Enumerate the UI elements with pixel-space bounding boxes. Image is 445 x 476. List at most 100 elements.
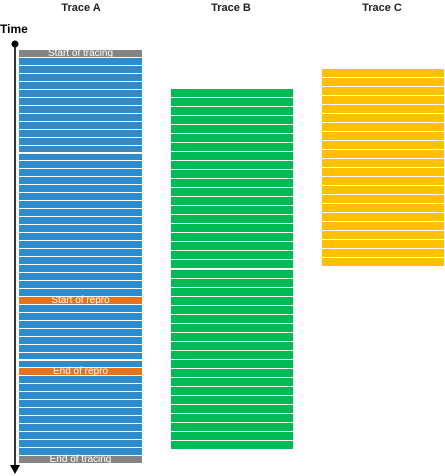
trace-row bbox=[171, 404, 293, 413]
trace-row bbox=[171, 377, 293, 386]
trace-marker: End of tracing bbox=[19, 454, 142, 465]
trace-row bbox=[171, 89, 293, 98]
trace-marker: Start of repro bbox=[19, 295, 142, 306]
trace-row bbox=[19, 288, 142, 296]
trace-row bbox=[322, 240, 444, 248]
trace-row bbox=[19, 320, 142, 328]
trace-row bbox=[19, 440, 142, 448]
trace-row bbox=[171, 395, 293, 404]
trace-row bbox=[19, 209, 142, 217]
trace-row bbox=[19, 233, 142, 241]
trace-row bbox=[322, 213, 444, 221]
trace-row bbox=[19, 376, 142, 384]
trace-row bbox=[171, 314, 293, 323]
trace-marker: End of repro bbox=[19, 366, 142, 377]
trace-row bbox=[171, 440, 293, 449]
trace-row bbox=[171, 278, 293, 287]
trace-row bbox=[171, 341, 293, 350]
trace-row bbox=[171, 296, 293, 305]
trace-row bbox=[322, 249, 444, 257]
trace-row bbox=[171, 422, 293, 431]
trace-row bbox=[322, 123, 444, 131]
trace-row bbox=[322, 204, 444, 212]
trace-row bbox=[19, 264, 142, 272]
trace-row bbox=[322, 222, 444, 230]
trace-row bbox=[19, 328, 142, 336]
trace-row bbox=[19, 280, 142, 288]
trace-row bbox=[19, 392, 142, 400]
trace-row bbox=[171, 242, 293, 251]
trace-row bbox=[19, 137, 142, 145]
trace-row bbox=[19, 360, 142, 368]
trace-row bbox=[19, 121, 142, 129]
trace-row bbox=[19, 89, 142, 97]
trace-a-column: Start of tracing Start of repro End of rep… bbox=[19, 48, 142, 465]
trace-row bbox=[322, 258, 444, 266]
time-axis-arrowhead bbox=[10, 465, 20, 474]
trace-c-header: Trace C bbox=[362, 2, 402, 14]
trace-row bbox=[19, 432, 142, 440]
trace-row bbox=[19, 304, 142, 312]
trace-row bbox=[171, 431, 293, 440]
trace-row bbox=[322, 105, 444, 113]
trace-row bbox=[171, 224, 293, 233]
trace-row bbox=[171, 152, 293, 161]
trace-row bbox=[171, 179, 293, 188]
trace-row bbox=[19, 129, 142, 137]
trace-row bbox=[19, 73, 142, 81]
trace-row bbox=[171, 260, 293, 269]
trace-row bbox=[322, 78, 444, 86]
trace-row bbox=[171, 98, 293, 107]
trace-row bbox=[19, 416, 142, 424]
time-axis-origin-dot bbox=[11, 40, 19, 48]
trace-row bbox=[19, 344, 142, 352]
trace-row bbox=[322, 150, 444, 158]
trace-row bbox=[19, 97, 142, 105]
trace-row bbox=[322, 114, 444, 122]
trace-row bbox=[19, 225, 142, 233]
trace-row bbox=[19, 65, 142, 73]
trace-row bbox=[19, 249, 142, 256]
trace-row bbox=[171, 386, 293, 395]
trace-row bbox=[322, 231, 444, 239]
trace-row bbox=[171, 287, 293, 296]
trace-row bbox=[171, 350, 293, 359]
trace-row bbox=[171, 206, 293, 215]
trace-row bbox=[19, 81, 142, 89]
trace-row bbox=[322, 177, 444, 185]
trace-row bbox=[19, 201, 142, 209]
trace-row bbox=[171, 305, 293, 314]
trace-row bbox=[19, 177, 142, 185]
trace-row bbox=[19, 57, 142, 65]
trace-row bbox=[171, 161, 293, 170]
trace-row bbox=[19, 193, 142, 201]
trace-row bbox=[171, 197, 293, 206]
trace-row bbox=[171, 413, 293, 422]
trace-row bbox=[19, 272, 142, 280]
trace-row bbox=[171, 251, 293, 260]
trace-row bbox=[322, 132, 444, 140]
trace-row bbox=[171, 188, 293, 197]
trace-row bbox=[171, 233, 293, 242]
trace-row bbox=[322, 159, 444, 167]
trace-row bbox=[19, 448, 142, 456]
trace-row bbox=[19, 169, 142, 177]
trace-a-header: Trace A bbox=[61, 2, 101, 14]
trace-row bbox=[171, 107, 293, 116]
trace-row bbox=[171, 134, 293, 143]
trace-row bbox=[19, 384, 142, 392]
time-axis-label: Time bbox=[0, 22, 28, 36]
trace-row bbox=[171, 269, 293, 278]
trace-row bbox=[322, 195, 444, 203]
trace-row bbox=[322, 141, 444, 149]
trace-row bbox=[171, 116, 293, 125]
trace-row bbox=[19, 153, 142, 161]
trace-row bbox=[322, 96, 444, 104]
trace-row bbox=[171, 215, 293, 224]
trace-row bbox=[322, 69, 444, 77]
trace-row bbox=[19, 257, 142, 264]
trace-row bbox=[19, 400, 142, 408]
trace-row bbox=[19, 424, 142, 432]
trace-row bbox=[322, 186, 444, 194]
trace-b-header: Trace B bbox=[211, 2, 251, 14]
